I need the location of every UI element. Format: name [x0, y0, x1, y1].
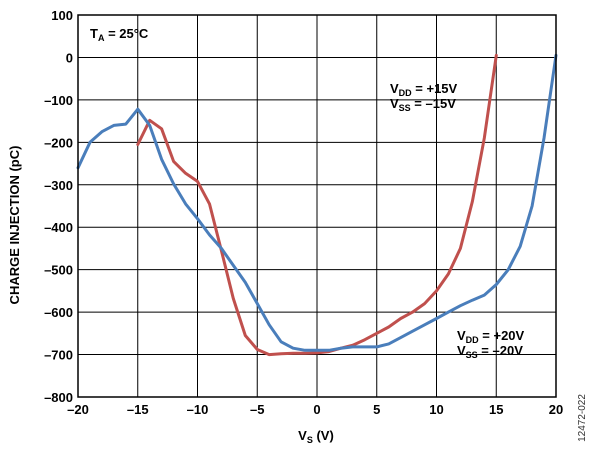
y-tick-label: –500	[44, 263, 73, 278]
series1-label-vdd: VDD = +15V	[390, 81, 458, 98]
y-axis-title: CHARGE INJECTION (pC)	[7, 146, 22, 305]
y-tick-label: –300	[44, 178, 73, 193]
x-tick-label: –10	[187, 402, 209, 417]
y-tick-label: 100	[51, 8, 73, 23]
y-tick-label: –400	[44, 220, 73, 235]
x-tick-label: 20	[549, 402, 563, 417]
series-group	[76, 53, 558, 357]
x-tick-label: 15	[489, 402, 503, 417]
figure-id: 12472-022	[577, 394, 588, 442]
series2-label-vss: VSS = –20V	[457, 343, 523, 360]
y-tick-label: –200	[44, 135, 73, 150]
x-tick-labels: –20 –15 –10 –5 0 5 10 15 20	[67, 402, 563, 417]
plot-frame	[77, 14, 557, 398]
series1-label-vss: VSS = –15V	[390, 96, 456, 113]
y-tick-label: –100	[44, 93, 73, 108]
x-tick-label: 0	[313, 402, 320, 417]
x-axis-title: VS (V)	[298, 428, 334, 445]
series-line-2	[76, 53, 558, 352]
y-tick-label: 0	[66, 50, 73, 65]
series1-label: VDD = +15V VSS = –15V	[390, 81, 458, 113]
x-tick-label: –15	[127, 402, 149, 417]
series-line-1	[136, 53, 498, 357]
x-tick-label: –20	[67, 402, 89, 417]
x-tick-label: 5	[373, 402, 380, 417]
y-tick-label: –600	[44, 305, 73, 320]
x-tick-label: 10	[429, 402, 443, 417]
y-tick-label: –800	[44, 390, 73, 405]
series2-label: VDD = +20V VSS = –20V	[457, 328, 525, 360]
temperature-annotation: TA = 25°C	[90, 26, 149, 43]
series2-label-vdd: VDD = +20V	[457, 328, 525, 345]
x-tick-label: –5	[250, 402, 264, 417]
y-tick-label: –700	[44, 348, 73, 363]
y-tick-labels: 100 0 –100 –200 –300 –400 –500 –600 –700 –800	[44, 8, 73, 405]
